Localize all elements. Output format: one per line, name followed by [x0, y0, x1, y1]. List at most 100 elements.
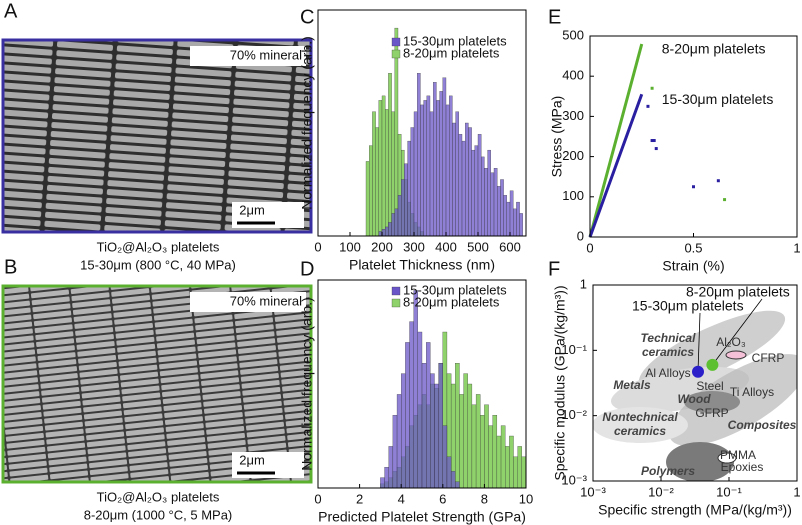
region-label: Composites [728, 418, 797, 432]
histogram-bar [388, 222, 392, 237]
histogram-bar [365, 161, 370, 237]
histogram-bar [420, 104, 424, 237]
histogram-bar [488, 425, 493, 489]
histogram-bar [434, 383, 439, 489]
region-label: Nontechnical [602, 410, 678, 424]
legend-label: 15-30μm platelets [403, 33, 507, 48]
histogram-bar [487, 149, 491, 237]
histogram-bar [446, 456, 452, 489]
histogram-bar [429, 111, 434, 237]
region-label: Metals [613, 378, 651, 392]
region-label: CFRP [752, 351, 785, 365]
y-tick-label: 10⁻¹ [561, 342, 587, 357]
y-axis-label: Specific modulus (GPa/(kg/m³)) [552, 285, 568, 480]
x-axis-label: Strain (%) [662, 258, 724, 274]
region-label: Polymers [641, 464, 695, 478]
micrograph [1, 284, 313, 484]
histogram-bar [391, 213, 395, 237]
histogram-bar [455, 111, 459, 237]
histogram-bar [480, 415, 485, 489]
histogram-bar [509, 435, 514, 489]
failure-point [646, 104, 650, 108]
x-tick-label: 600 [499, 239, 521, 254]
region-label: Epoxies [721, 460, 764, 474]
legend-swatch [391, 298, 401, 308]
histogram-bar [484, 168, 488, 237]
image-label: 70% mineral [230, 47, 302, 62]
x-tick-label: 2 [356, 491, 363, 506]
x-tick-label: 1 [793, 240, 800, 255]
histogram-bar [375, 127, 379, 237]
failure-point [692, 185, 695, 189]
histogram-bar [490, 172, 495, 237]
x-axis-label: Platelet Thickness (nm) [349, 257, 495, 273]
histogram-bar [500, 179, 504, 237]
material-point [691, 365, 704, 378]
panel-letter: B [4, 256, 17, 278]
plot-frame [317, 9, 527, 237]
histogram-bar [394, 27, 399, 237]
histogram-bar [468, 127, 472, 237]
histogram-bar [409, 321, 414, 489]
histogram-bar [378, 100, 383, 237]
histogram-bar [438, 363, 443, 489]
series-label: 15-30μm platelets [662, 91, 774, 107]
histogram-bar [442, 425, 448, 489]
histogram-bar [521, 456, 527, 489]
failure-point [723, 198, 727, 202]
y-tick-label: 300 [562, 108, 584, 123]
material-regions [593, 310, 797, 481]
histogram-bar [407, 140, 411, 237]
histogram-bar [445, 104, 450, 237]
region-label: Al₂O₃ [716, 335, 746, 349]
histogram-bar [459, 394, 464, 489]
histogram-bar [388, 73, 392, 237]
histogram-bar [492, 415, 498, 489]
histogram-bar [463, 373, 468, 489]
label-box [190, 46, 306, 66]
legend-swatch [391, 37, 401, 47]
x-tick-label: 10⁻² [648, 484, 674, 499]
histogram-bar [500, 425, 506, 489]
x-tick-label: 0 [586, 240, 593, 255]
histogram-bar [380, 477, 385, 489]
histogram-bar [396, 394, 402, 489]
histogram-bar [471, 149, 475, 237]
plot-frame [317, 279, 527, 489]
histogram-bar [455, 363, 460, 489]
series-label: 15-30μm platelets [632, 298, 744, 314]
histogram-bar [413, 111, 418, 237]
histogram-bar [385, 109, 389, 237]
y-tick-label: 1 [580, 276, 587, 291]
panel-letter: A [4, 0, 18, 22]
caption: 15-30μm (800 °C, 40 MPa) [80, 257, 236, 272]
histogram-bar [439, 91, 443, 237]
series-label: 8-20μm platelets [686, 284, 790, 300]
region-label: Wood [677, 392, 711, 406]
histogram-bar [465, 122, 469, 237]
histogram-bar [381, 95, 386, 237]
region-label: Ti Alloys [730, 385, 774, 399]
histogram-bar [372, 111, 376, 237]
histogram-bar [423, 100, 427, 237]
histogram-bar [461, 140, 466, 237]
material-point [706, 358, 719, 371]
histogram-bar [384, 467, 389, 489]
histogram-bar [496, 435, 502, 489]
y-tick-label: 10⁻³ [561, 472, 587, 487]
x-axis-label: Specific strength (MPa/(kg/m³)) [598, 502, 792, 518]
histogram-bar [519, 213, 523, 237]
panel-letter: E [548, 6, 561, 28]
x-tick-label: 0 [314, 491, 321, 506]
histogram-bar [474, 145, 479, 237]
x-tick-label: 1 [793, 484, 800, 499]
histogram-bar [509, 190, 514, 237]
histogram-bar [449, 95, 453, 237]
x-axis-label: Predicted Platelet Strength (GPa) [318, 509, 526, 525]
histogram-bar [394, 208, 399, 237]
histogram-bar [401, 373, 406, 489]
legend-swatch [391, 286, 401, 296]
leader-line [712, 298, 763, 366]
region-label: Steel [696, 379, 723, 393]
